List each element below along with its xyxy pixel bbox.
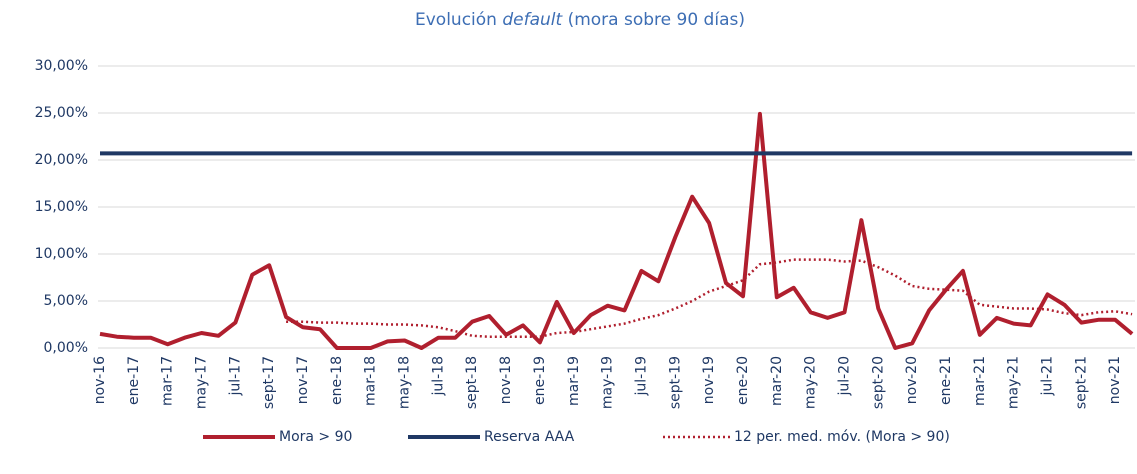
x-tick-label: jul-18 [430,356,446,397]
x-tick-label: sept-19 [667,356,683,409]
x-tick-label: jul-19 [633,356,649,397]
x-tick-label: nov-21 [1107,356,1123,404]
x-tick-label: sept-18 [464,356,480,409]
y-tick-label: 15,00% [35,199,88,215]
series-line [286,258,1133,338]
x-tick-label: may-18 [397,356,413,409]
x-tick-label: ene-21 [938,356,954,405]
x-tick-label: mar-20 [769,356,785,406]
y-tick-label: 0,00% [44,340,88,356]
x-tick-label: nov-17 [295,356,311,404]
title-part: Evolución [415,10,497,30]
series-line [99,111,1134,350]
y-tick-label: 5,00% [44,293,88,309]
title-part: (mora sobre 90 días) [568,10,745,30]
x-tick-label: nov-20 [904,356,920,404]
x-tick-label: mar-17 [160,356,176,406]
x-tick-label: mar-19 [566,356,582,406]
x-tick-label: sept-21 [1073,356,1089,409]
y-tick-label: 25,00% [35,105,88,121]
x-tick-label: ene-19 [532,356,548,405]
x-tick-label: jul-20 [836,356,852,397]
x-tick-label: nov-18 [498,356,514,404]
x-tick-label: may-20 [803,356,819,409]
legend-label: Reserva AAA [484,429,575,445]
x-tick-label: jul-21 [1040,356,1056,397]
x-tick-label: mar-21 [972,356,988,406]
title-part: default [502,10,563,30]
x-tick-label: nov-16 [92,356,108,404]
legend-label: 12 per. med. móv. (Mora > 90) [734,429,950,445]
y-tick-label: 20,00% [35,152,88,168]
x-tick-label: ene-20 [735,356,751,405]
x-tick-label: mar-18 [363,356,379,406]
x-tick-label: jul-17 [227,356,243,397]
x-tick-label: sept-17 [261,356,277,409]
x-tick-label: ene-18 [329,356,345,405]
y-tick-label: 30,00% [35,58,88,74]
x-tick-label: may-21 [1006,356,1022,409]
chart-title: Evolución default (mora sobre 90 días) [415,10,745,30]
x-tick-label: may-19 [600,356,616,409]
x-tick-label: nov-19 [701,356,717,404]
y-tick-label: 10,00% [35,246,88,262]
x-tick-label: may-17 [194,356,210,409]
legend-label: Mora > 90 [279,429,352,445]
x-tick-label: ene-17 [126,356,142,405]
x-tick-label: sept-20 [870,356,886,409]
